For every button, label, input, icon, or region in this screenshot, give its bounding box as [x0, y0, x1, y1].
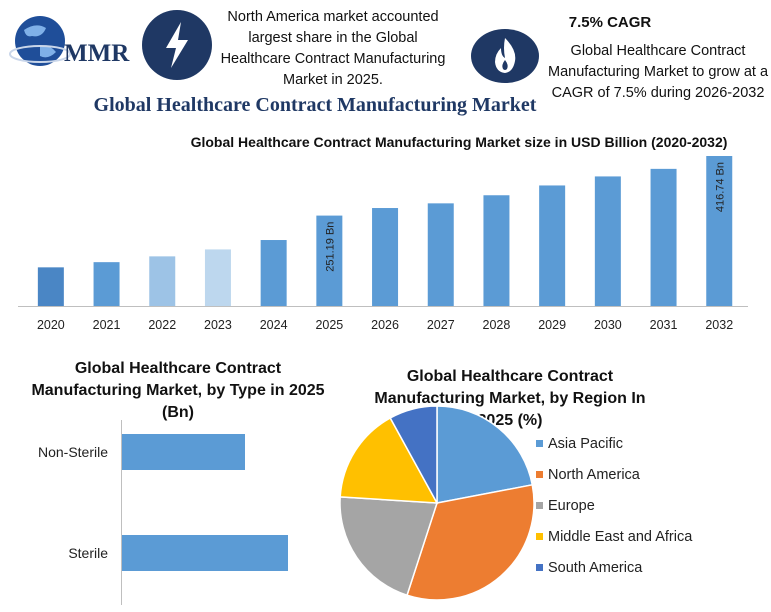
x-tick-label: 2029 — [538, 318, 566, 332]
pie-legend: Asia Pacific North America Europe Middle Ea… — [536, 428, 692, 583]
legend-label: South America — [548, 559, 643, 576]
x-tick-label: 2028 — [483, 318, 511, 332]
legend-item: South America — [536, 552, 692, 583]
type-bar-chart: Non-Sterile Sterile — [38, 420, 288, 605]
x-tick-label: 2030 — [594, 318, 622, 332]
legend-label: Middle East and Africa — [548, 528, 693, 545]
bar-2021 — [93, 262, 120, 306]
cagr-callout: Global Healthcare Contract Manufacturing… — [547, 43, 769, 101]
x-tick-label: 2023 — [204, 318, 232, 332]
pie-slice-middle-east-and-africa — [339, 416, 439, 504]
x-tick-label: 2026 — [371, 318, 399, 332]
bar-2028 — [483, 195, 510, 306]
bar-2027 — [427, 203, 454, 306]
legend-swatch — [536, 502, 543, 509]
legend-item: Asia Pacific — [536, 428, 692, 459]
market-size-bar-chart: 2020 2021 2022 2023 2024 2025 251.19 Bn 2026 202… — [18, 156, 748, 332]
bar-chart-title: Global Healthcare Contract Manufacturing… — [190, 134, 728, 150]
bar-2030 — [594, 176, 621, 306]
legend-label: Asia Pacific — [548, 435, 623, 452]
region-chart-title: Global Healthcare Contract Manufacturing… — [374, 368, 646, 429]
bar-2024 — [260, 240, 287, 306]
legend-item: Europe — [536, 490, 692, 521]
legend-swatch — [536, 533, 543, 540]
bar-2029 — [539, 185, 566, 306]
legend-item: North America — [536, 459, 692, 490]
x-tick-label: 2032 — [705, 318, 733, 332]
bar-sterile — [122, 535, 288, 571]
legend-label: Europe — [548, 497, 595, 514]
pie-slice-europe — [339, 496, 439, 597]
data-label: 416.74 Bn — [714, 162, 726, 212]
x-tick-label: 2024 — [260, 318, 288, 332]
pie-slice-south-america — [389, 405, 438, 504]
pie-slice-north-america — [406, 483, 535, 601]
x-tick-label: 2021 — [93, 318, 121, 332]
legend-label: North America — [548, 466, 640, 483]
x-tick-label: 2020 — [37, 318, 65, 332]
bar-2022 — [149, 256, 176, 306]
bar-2023 — [204, 249, 231, 306]
pie-slice-asia-pacific — [436, 405, 534, 504]
category-label: Sterile — [68, 545, 108, 561]
flame-icon — [471, 29, 539, 83]
x-tick-label: 2027 — [427, 318, 455, 332]
x-tick-label: 2025 — [315, 318, 343, 332]
bar-non-sterile — [122, 434, 245, 470]
bar-2026 — [372, 208, 399, 306]
data-label: 251.19 Bn — [324, 222, 336, 272]
bar-2032 — [706, 156, 733, 306]
north-america-callout: North America market accounted largest s… — [220, 9, 446, 88]
bar-2031 — [650, 168, 677, 306]
mmr-logo: MMR — [9, 16, 130, 67]
legend-swatch — [536, 564, 543, 571]
region-pie-chart — [339, 405, 535, 601]
page-title: Global Healthcare Contract Manufacturing… — [93, 94, 537, 116]
cagr-heading: 7.5% CAGR — [568, 14, 652, 31]
globe-icon — [15, 16, 65, 66]
legend-swatch — [536, 471, 543, 478]
lightning-bolt-icon — [142, 10, 212, 80]
logo-text: MMR — [64, 40, 130, 67]
category-label: Non-Sterile — [38, 444, 108, 460]
bar-2025 — [316, 215, 343, 306]
bar-2020 — [37, 267, 64, 306]
legend-item: Middle East and Africa — [536, 521, 692, 552]
x-tick-label: 2022 — [148, 318, 176, 332]
x-tick-label: 2031 — [650, 318, 678, 332]
legend-swatch — [536, 440, 543, 447]
type-chart-title: Global Healthcare Contract Manufacturing… — [31, 360, 325, 421]
